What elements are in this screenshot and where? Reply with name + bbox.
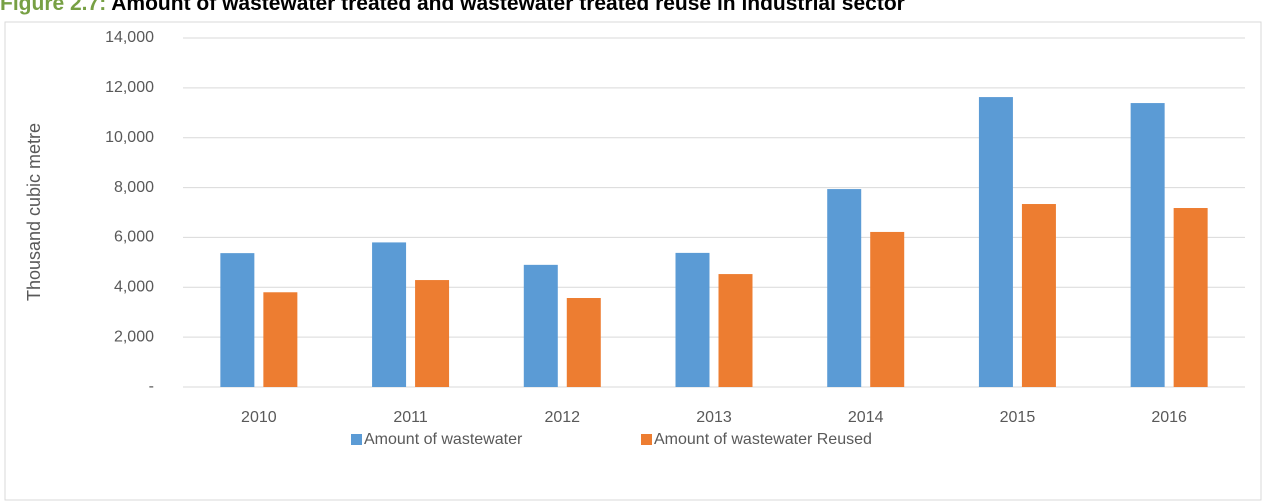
y-tick-label: - [149, 378, 154, 395]
bar [675, 252, 710, 387]
legend-label: Amount of wastewater [364, 431, 523, 448]
bar [1173, 208, 1208, 387]
x-tick-label: 2014 [848, 409, 884, 426]
y-axis-label: Thousand cubic metre [24, 123, 44, 301]
x-tick-label: 2010 [241, 409, 277, 426]
bar [523, 264, 558, 387]
bar [718, 274, 753, 387]
bar [870, 231, 905, 387]
bar [827, 189, 862, 387]
x-tick-label: 2016 [1151, 409, 1187, 426]
x-tick-label: 2013 [696, 409, 732, 426]
y-tick-label: 8,000 [114, 179, 154, 196]
x-tick-label: 2012 [544, 409, 580, 426]
bar [1130, 103, 1165, 387]
title-text: Amount of wastewater treated and wastewa… [111, 0, 905, 15]
legend-swatch [351, 434, 362, 445]
bar [372, 242, 407, 387]
y-tick-label: 10,000 [105, 129, 154, 146]
bar [566, 298, 601, 387]
y-tick-label: 6,000 [114, 229, 154, 246]
y-tick-label: 4,000 [114, 279, 154, 296]
y-tick-label: 14,000 [105, 29, 154, 46]
chart-frame [4, 21, 1262, 501]
y-tick-label: 2,000 [114, 328, 154, 345]
bar [220, 253, 255, 387]
y-tick-label: 12,000 [105, 79, 154, 96]
x-tick-label: 2011 [393, 409, 428, 426]
x-tick-label: 2015 [1000, 409, 1036, 426]
legend-label: Amount of wastewater Reused [654, 431, 872, 448]
bar [1021, 204, 1056, 387]
bar [263, 292, 298, 387]
bar [415, 280, 450, 387]
chart-title: Figure 2.7: Amount of wastewater treated… [0, 0, 905, 15]
legend-swatch [641, 434, 652, 445]
bar [978, 97, 1013, 387]
title-label: Figure 2.7: [0, 0, 106, 15]
